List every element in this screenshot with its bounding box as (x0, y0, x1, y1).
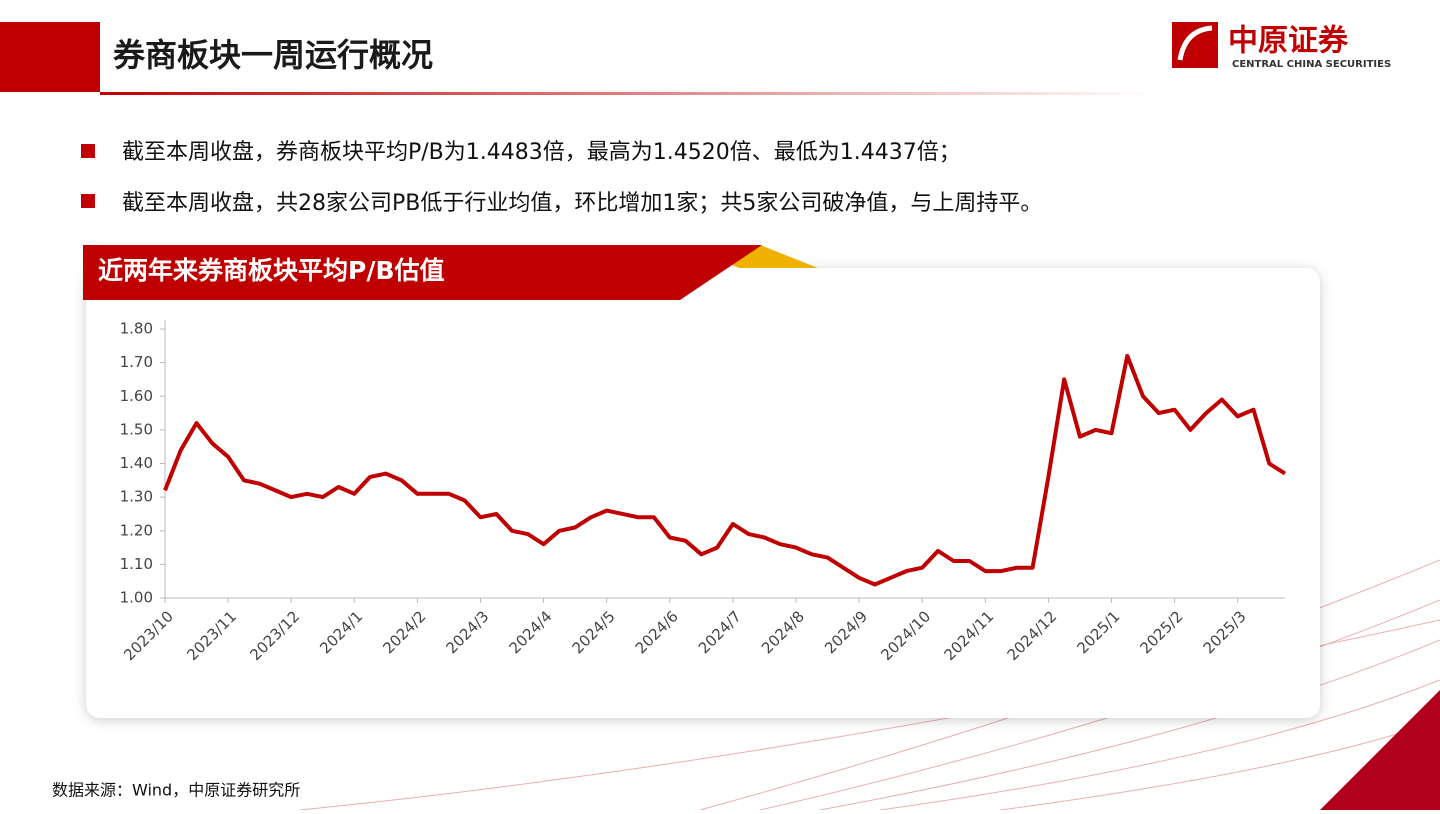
pb-line (163, 353, 1287, 587)
header-title: 券商板块一周运行概况 (113, 36, 433, 74)
y-tick-label: 1.60 (120, 387, 153, 405)
y-tick-label: 1.80 (120, 320, 153, 338)
source-note: 数据来源：Wind，中原证券研究所 (52, 781, 300, 800)
corner-decor (1320, 690, 1440, 810)
y-tick-label: 1.00 (120, 589, 153, 607)
y-tick-label: 1.40 (120, 454, 153, 472)
chart-banner (83, 245, 762, 300)
bullet-marker (81, 194, 95, 208)
y-tick-label: 1.70 (120, 353, 153, 371)
y-tick-label: 1.30 (120, 488, 153, 506)
logo-swoosh (1177, 25, 1213, 61)
header-line (100, 92, 1160, 95)
y-tick-label: 1.50 (120, 420, 153, 438)
y-tick-label: 1.20 (120, 521, 153, 539)
bullet-marker (81, 144, 95, 158)
bullet-text: 截至本周收盘，共28家公司PB低于行业均值，环比增加1家；共5家公司破净值，与上… (122, 191, 1042, 216)
y-tick-label: 1.10 (120, 555, 153, 573)
chart-card (86, 268, 1320, 718)
bullet-text: 截至本周收盘，券商板块平均P/B为1.4483倍，最高为1.4520倍、最低为1… (122, 140, 961, 165)
logo-cn: 中原证券 (1228, 24, 1349, 59)
chart-title: 近两年来券商板块平均P/B估值 (98, 256, 445, 285)
logo-en: CENTRAL CHINA SECURITIES (1232, 59, 1391, 70)
header-bar (0, 22, 100, 92)
